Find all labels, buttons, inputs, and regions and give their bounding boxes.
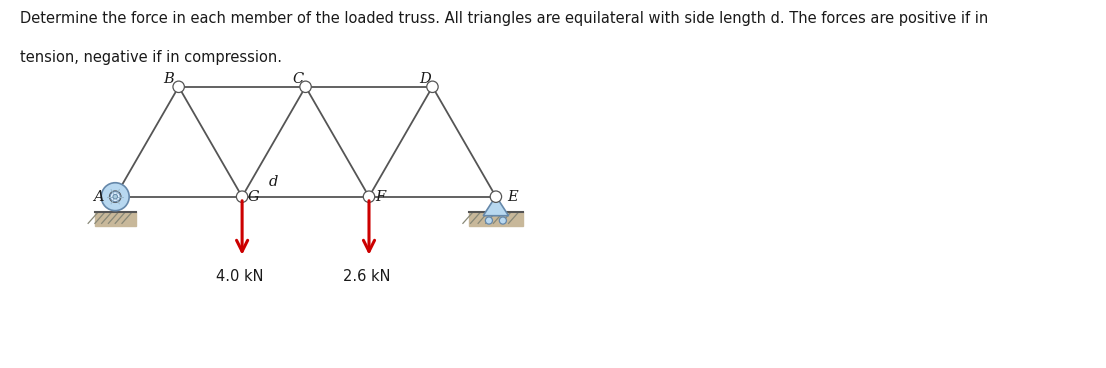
Circle shape [111,192,121,202]
Text: A: A [93,190,104,204]
Text: F: F [375,190,386,204]
Circle shape [113,194,117,199]
Text: E: E [507,190,518,204]
Circle shape [490,191,502,202]
Circle shape [486,217,492,224]
Text: B: B [163,72,174,86]
Text: tension, negative if in compression.: tension, negative if in compression. [20,50,282,65]
Circle shape [109,191,121,202]
Circle shape [237,191,248,202]
Text: 2.6 kN: 2.6 kN [343,269,390,284]
Bar [95,212,136,226]
Text: Determine the force in each member of the loaded truss. All triangles are equila: Determine the force in each member of th… [20,11,988,26]
Text: D: D [419,72,430,86]
Circle shape [102,183,129,210]
Text: G: G [248,190,259,204]
Polygon shape [483,196,509,216]
Circle shape [300,81,311,92]
Bar [469,212,522,226]
Text: 4.0 kN: 4.0 kN [216,269,263,284]
Text: d: d [269,175,279,189]
Text: C: C [292,72,303,86]
Circle shape [499,217,507,224]
Circle shape [363,191,375,202]
Circle shape [173,81,185,92]
Circle shape [427,81,438,92]
